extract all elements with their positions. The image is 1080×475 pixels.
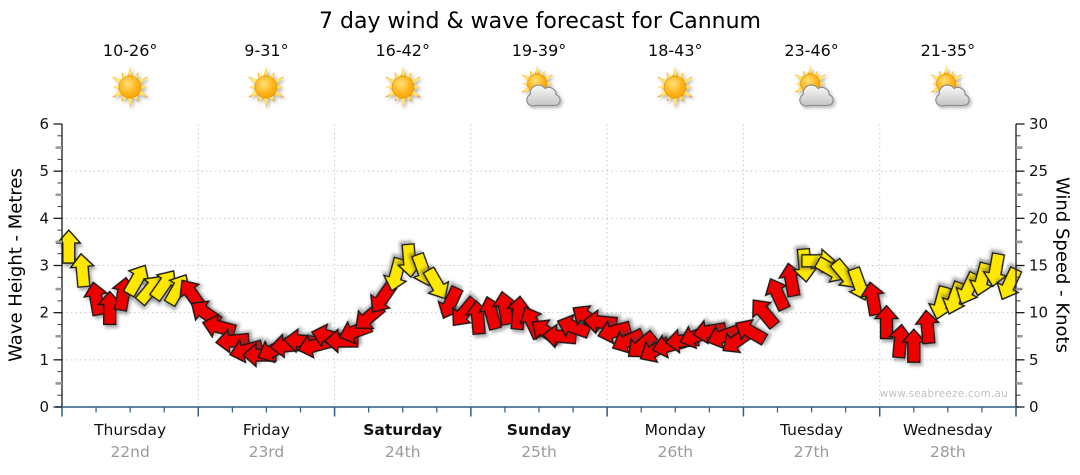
wind-arrow-red	[597, 319, 633, 345]
wind-arrow-red	[541, 323, 578, 350]
left-axis-tick-label: 5	[39, 162, 49, 180]
day-date-label: 26th	[657, 443, 694, 461]
page-title: 7 day wind & wave forecast for Cannum	[319, 9, 761, 34]
weather-icon-sunny	[239, 61, 293, 115]
watermark-text: www.seabreeze.com.au	[879, 388, 1008, 400]
wind-arrows-layer	[55, 229, 1023, 369]
day-date-label: 28th	[930, 443, 966, 461]
day-name-label: Friday	[242, 421, 290, 439]
weather-icon-sunny	[648, 61, 702, 115]
wind-arrow-yellow	[69, 252, 96, 288]
day-date-label: 22nd	[110, 443, 150, 461]
wind-arrow-red	[82, 281, 109, 317]
sun-icon	[112, 66, 149, 109]
weather-icon-sunny	[103, 61, 157, 115]
wind-arrow-yellow	[968, 261, 994, 297]
right-axis-tick-label: 20	[1029, 209, 1048, 227]
wind-arrow-yellow	[422, 266, 450, 300]
day-name-label: Saturday	[363, 421, 443, 439]
right-axis-tick-label: 10	[1029, 304, 1048, 322]
left-axis-tick-label: 0	[39, 398, 49, 416]
temp-range-label: 9-31°	[244, 41, 289, 60]
day-date-label: 27th	[793, 443, 830, 461]
temp-range-label: 19-39°	[511, 41, 567, 60]
grid-layer	[62, 124, 1016, 407]
temp-range-label: 23-46°	[784, 41, 839, 60]
weather-icon-partly-cloudy	[921, 61, 975, 115]
left-axis-tick-label: 6	[39, 115, 49, 133]
day-date-label: 23rd	[248, 443, 285, 461]
left-axis-tick-label: 3	[39, 257, 49, 275]
temp-range-label: 21-35°	[920, 41, 976, 60]
right-axis-title: Wind Speed - Knots	[1051, 177, 1073, 353]
right-axis-tick-label: 30	[1029, 115, 1048, 133]
wind-arrow-red	[452, 295, 481, 327]
wind-arrow-red	[914, 309, 941, 345]
day-name-label: Monday	[644, 421, 706, 439]
temp-range-label: 16-42°	[375, 41, 430, 60]
wind-arrow-yellow	[955, 270, 982, 305]
right-axis-tick-label: 5	[1029, 351, 1039, 369]
right-axis-tick-label: 0	[1029, 398, 1039, 416]
temp-range-label: 10-26°	[102, 41, 158, 60]
wind-arrow-red	[214, 328, 251, 355]
day-date-label: 25th	[521, 443, 557, 461]
right-axis-tick-label: 25	[1029, 162, 1048, 180]
sun-icon	[384, 66, 421, 109]
left-axis-tick-label: 1	[39, 351, 49, 369]
wind-arrow-red	[735, 318, 769, 346]
temp-range-label: 18-43°	[648, 41, 703, 60]
wind-arrow-red	[752, 299, 781, 331]
day-name-label: Wednesday	[902, 421, 993, 439]
left-axis-tick-label: 2	[39, 304, 49, 322]
day-name-label: Thursday	[94, 421, 167, 439]
weather-icon-sunny	[376, 61, 430, 115]
wind-arrow-yellow	[982, 252, 1008, 288]
wind-arrow-red	[873, 304, 900, 340]
sun-cloud-icon	[521, 65, 561, 107]
sun-cloud-icon	[793, 65, 834, 107]
sun-icon	[657, 66, 694, 109]
wind-arrow-red	[859, 281, 886, 317]
right-axis-tick-label: 15	[1029, 257, 1048, 275]
day-name-label: Tuesday	[780, 421, 844, 439]
axes-layer: 0 01 52 103 154 205 256 30	[39, 115, 1048, 417]
wind-arrow-red	[556, 313, 592, 339]
sun-icon	[248, 66, 285, 109]
day-name-label: Sunday	[506, 421, 572, 439]
day-date-label: 24th	[384, 443, 421, 461]
left-axis-tick-label: 4	[39, 209, 49, 227]
wind-arrow-yellow	[55, 229, 82, 264]
weather-icon-partly-cloudy	[512, 61, 566, 115]
weather-icon-partly-cloudy	[785, 61, 839, 115]
sun-cloud-icon	[930, 65, 970, 107]
left-axis-title: Wave Height - Metres	[5, 168, 27, 362]
